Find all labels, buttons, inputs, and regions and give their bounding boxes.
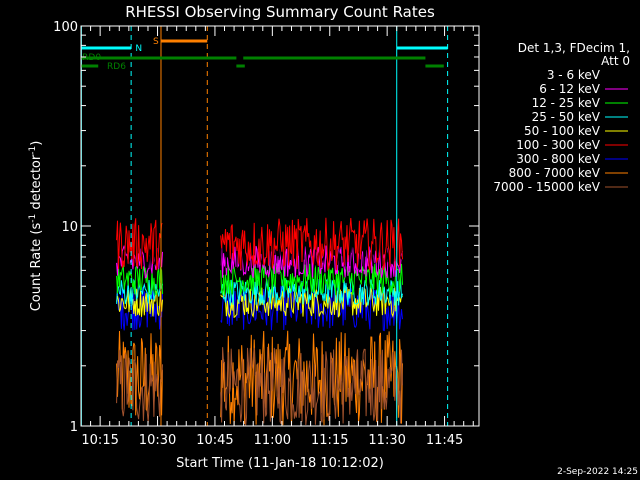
legend-label-2: 12 - 25 keV (532, 96, 601, 110)
flag-label-rd6: RD6 (107, 62, 126, 72)
x-axis-label: Start Time (11-Jan-18 10:12:02) (176, 456, 384, 471)
legend-label-4: 50 - 100 keV (524, 124, 601, 138)
y-axis-label: Count Rate (s-1 detector-1) (28, 141, 44, 312)
y-label-sup1: -1 (28, 214, 38, 223)
legend-label-6: 300 - 800 keV (516, 152, 600, 166)
chart-title: RHESSI Observing Summary Count Rates (125, 3, 435, 21)
legend-label-8: 7000 - 15000 keV (493, 180, 600, 194)
flag-label-n: N (135, 44, 142, 54)
legend-label-0: 3 - 6 keV (547, 68, 601, 82)
flag-label-s: S (153, 37, 159, 47)
data-layer (116, 217, 403, 426)
flag-label-rd0: RD0 (82, 53, 101, 63)
legend-label-5: 100 - 300 keV (516, 138, 600, 152)
legend-header-line-2: Att 0 (601, 54, 630, 68)
y-label-mid: detector (29, 154, 44, 214)
x-tick-label: 10:15 (81, 433, 118, 448)
y-label-end: ) (29, 141, 44, 146)
legend-header-line-1: Det 1,3, FDecim 1, (518, 41, 630, 55)
legend-label-7: 800 - 7000 keV (509, 166, 601, 180)
flag-layer: N S RD0 RD6 (81, 37, 448, 72)
x-tick-label: 11:45 (426, 433, 463, 448)
series-line-4 (116, 286, 403, 319)
series-line-2 (116, 262, 403, 296)
y-tick-label: 10 (61, 220, 78, 235)
x-tick-label: 10:30 (139, 433, 176, 448)
x-tick-label: 10:45 (196, 433, 233, 448)
legend-label-3: 25 - 50 keV (532, 110, 601, 124)
footer-date: 2-Sep-2022 14:25 (557, 467, 638, 477)
x-tick-label: 11:00 (254, 433, 291, 448)
x-tick-label: 11:15 (311, 433, 348, 448)
y-tick-label: 1 (70, 420, 78, 435)
y-tick-label: 100 (53, 20, 78, 35)
axis-layer: 1 10 100 10:15 10:30 10:45 11:00 11:15 11:30 11:4… (53, 20, 479, 448)
y-label-main: Count Rate (s (29, 223, 44, 312)
y-label-sup2: -1 (28, 146, 38, 155)
series-line-8 (116, 346, 403, 426)
x-tick-label: 11:30 (368, 433, 405, 448)
series-line-5 (116, 217, 403, 272)
series-line-0 (116, 217, 403, 271)
legend-label-1: 6 - 12 keV (539, 82, 601, 96)
